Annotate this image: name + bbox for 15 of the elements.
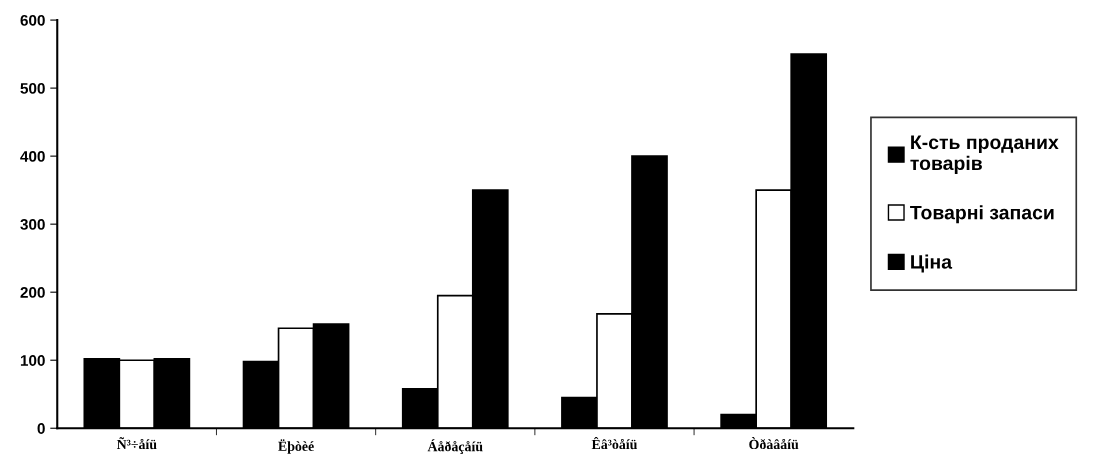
x-tick-label: Êâ³òåíü — [591, 436, 638, 450]
x-tick-label: Ñ³÷åíü — [116, 437, 157, 450]
y-tick-label: 0 — [37, 423, 45, 434]
y-tick-label: 400 — [20, 151, 45, 162]
legend-label: Товарні запаси — [910, 205, 1054, 224]
y-tick-label: 100 — [20, 355, 45, 366]
y-tick-label: 300 — [20, 219, 45, 230]
legend-label: К-сть проданих товарів — [910, 135, 1059, 174]
legend-label: Ціна — [911, 254, 953, 273]
y-tick-label: 500 — [20, 82, 45, 94]
x-tick-label: Ëþòèé — [278, 439, 314, 454]
y-tick-label: 600 — [20, 14, 45, 26]
x-tick-label: Áåðåçåíü — [427, 439, 483, 454]
x-tick-label: Òðàâåíü — [749, 437, 799, 450]
y-tick-label: 200 — [20, 287, 45, 298]
